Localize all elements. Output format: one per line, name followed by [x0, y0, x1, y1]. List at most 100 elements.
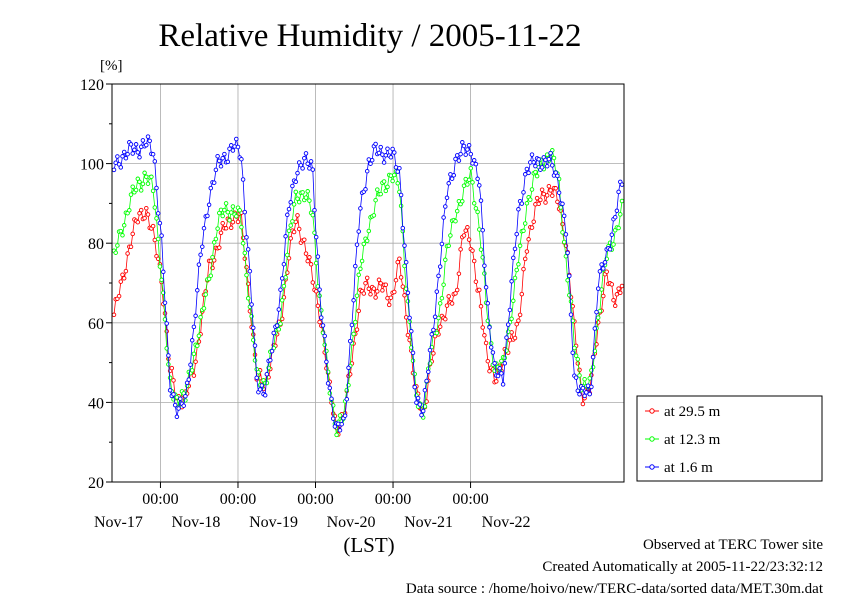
series-point — [191, 324, 197, 330]
series-point — [123, 268, 129, 274]
series-point — [239, 224, 244, 230]
series-point — [295, 196, 300, 201]
series-point — [505, 322, 511, 327]
series-point — [327, 385, 333, 391]
series-point — [444, 195, 450, 201]
series-point — [460, 140, 465, 145]
series-point — [512, 335, 518, 341]
series-point — [426, 369, 431, 375]
series-point — [453, 156, 458, 162]
series-point — [228, 225, 234, 231]
series-point — [483, 340, 489, 346]
series-point — [536, 201, 541, 207]
series-point — [461, 143, 467, 149]
series-point — [120, 272, 125, 277]
series-point — [121, 149, 127, 155]
series-point — [482, 333, 487, 338]
series-point — [303, 195, 309, 200]
series-point — [337, 428, 343, 433]
series-point — [400, 225, 406, 231]
series-point — [130, 231, 135, 237]
series-point — [368, 292, 373, 297]
series-point — [302, 237, 307, 242]
series-point — [354, 242, 360, 247]
series-point — [150, 223, 156, 229]
series-point — [138, 188, 144, 193]
series-point — [295, 213, 300, 218]
y-tick-label: 100 — [80, 157, 104, 174]
series-point — [597, 269, 603, 274]
series-point — [356, 229, 361, 234]
series-point — [519, 291, 525, 297]
series-point — [456, 158, 462, 163]
series-point — [334, 432, 339, 438]
series-point — [268, 357, 273, 363]
series-point — [373, 197, 378, 203]
series-point — [565, 250, 570, 256]
series-point — [478, 198, 484, 203]
series-point — [359, 258, 365, 264]
series-point — [592, 326, 598, 331]
series-point — [344, 396, 350, 402]
series-point — [208, 273, 214, 278]
series-point — [410, 350, 416, 356]
series-point — [465, 182, 470, 187]
series-point — [392, 172, 397, 178]
series-point — [228, 210, 234, 215]
series-point — [517, 243, 523, 249]
series-point — [449, 301, 455, 306]
series-point — [538, 197, 543, 203]
series-point — [200, 244, 205, 249]
series-point — [319, 315, 324, 320]
series-point — [152, 159, 158, 164]
series-point — [220, 220, 225, 226]
series-point — [412, 384, 417, 390]
series-point — [358, 266, 363, 272]
y-tick-label: 40 — [88, 395, 104, 412]
series-point — [567, 273, 572, 279]
series-point — [441, 215, 446, 220]
series-point — [612, 214, 618, 220]
series-point — [577, 392, 582, 397]
series-point — [456, 271, 462, 276]
series-point — [485, 358, 491, 364]
series-point — [393, 277, 399, 283]
series-point — [412, 371, 417, 377]
series-point — [234, 214, 239, 219]
series-point — [514, 231, 519, 237]
legend-label: at 12.3 m — [664, 432, 721, 448]
series-point — [392, 289, 397, 295]
series-point — [223, 201, 229, 206]
series-point — [471, 201, 477, 206]
series-point — [220, 213, 225, 219]
series-point — [310, 167, 316, 172]
series-point — [395, 169, 400, 174]
series-point — [111, 312, 117, 318]
series-point — [313, 234, 319, 240]
series-point — [570, 350, 575, 355]
series-point — [400, 284, 406, 289]
series-point — [465, 225, 470, 230]
series-point — [123, 155, 129, 161]
series-point — [383, 282, 389, 287]
series-point — [446, 181, 451, 186]
series-point — [368, 161, 373, 166]
series-point — [458, 151, 463, 157]
series-point — [463, 228, 468, 233]
series-point — [524, 249, 530, 254]
series-point — [539, 165, 545, 170]
series-point — [521, 228, 526, 234]
series-point — [414, 400, 419, 405]
series-point — [193, 313, 198, 319]
series-point — [548, 188, 553, 193]
series-point — [587, 376, 592, 381]
series-point — [322, 333, 327, 339]
series-point — [325, 381, 331, 386]
series-point — [443, 204, 448, 209]
y-tick-label: 20 — [88, 475, 104, 492]
series-point — [405, 290, 411, 296]
series-point — [361, 291, 367, 296]
series-point — [509, 316, 514, 322]
series-point — [454, 287, 460, 293]
series-point — [290, 219, 295, 224]
